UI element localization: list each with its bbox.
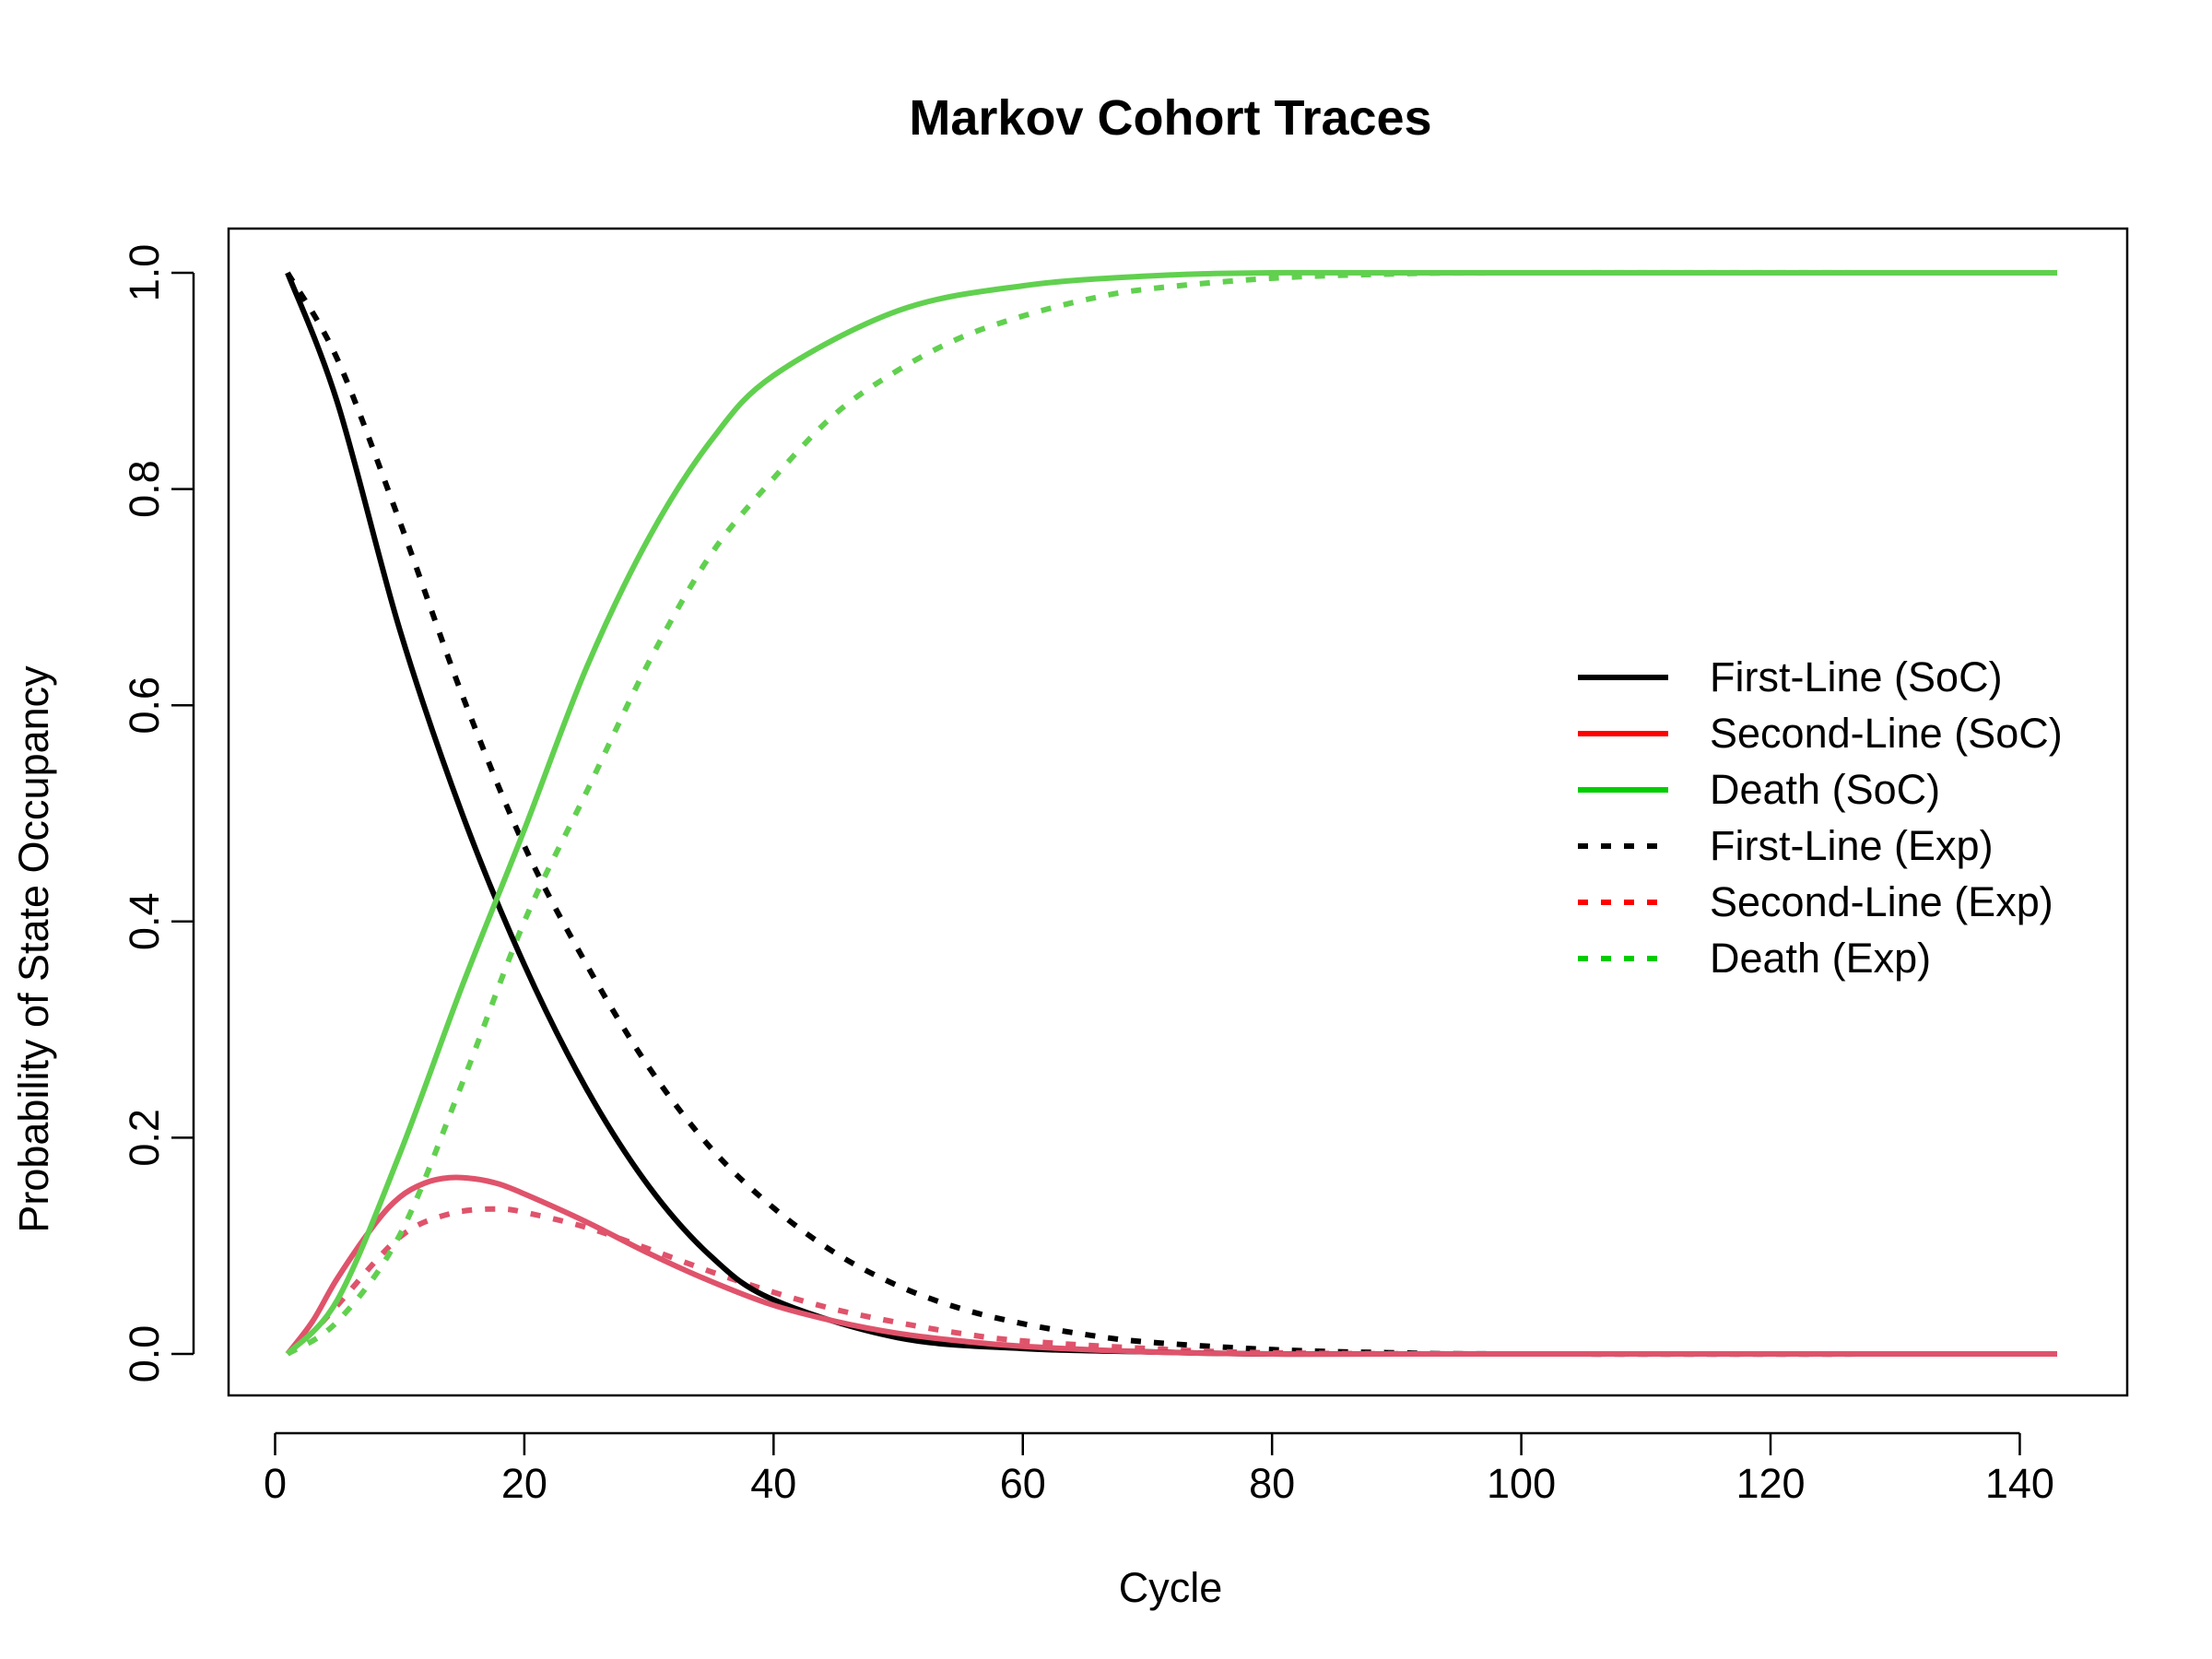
- x-tick-label: 60: [1000, 1460, 1046, 1507]
- y-tick-label: 0.4: [121, 893, 168, 951]
- y-tick-label: 0.8: [121, 460, 168, 518]
- y-tick-label: 0.2: [121, 1109, 168, 1167]
- x-tick-label: 100: [1487, 1460, 1556, 1507]
- legend-label-second-line-soc: Second-Line (SoC): [1710, 710, 2063, 757]
- x-axis-label: Cycle: [1119, 1564, 1223, 1611]
- x-tick-label: 20: [501, 1460, 547, 1507]
- plot-frame: [227, 227, 2129, 1397]
- legend-label-first-line-exp: First-Line (Exp): [1710, 822, 1994, 869]
- x-tick-label: 0: [264, 1460, 287, 1507]
- x-tick-label: 80: [1249, 1460, 1295, 1507]
- series-line-second-line-soc: [285, 1174, 2057, 1358]
- x-tick-label: 120: [1735, 1460, 1805, 1507]
- x-tick-label: 40: [750, 1460, 796, 1507]
- legend-label-death-exp: Death (Exp): [1710, 935, 1931, 982]
- series-lines: [285, 269, 2058, 1358]
- legend-label-first-line-soc: First-Line (SoC): [1710, 653, 2003, 700]
- x-tick-label: 140: [1985, 1460, 2054, 1507]
- y-tick-label: 0.6: [121, 677, 168, 735]
- legend-label-death-soc: Death (SoC): [1710, 766, 1940, 813]
- y-tick-label: 0.0: [121, 1325, 168, 1383]
- series-line-second-line-exp: [286, 1206, 2058, 1358]
- chart-title: Markov Cohort Traces: [909, 90, 1431, 146]
- series-line-death-exp: [286, 269, 2058, 1357]
- legend: First-Line (SoC) Second-Line (SoC) Death (…: [1578, 653, 2063, 982]
- plot-area: 0 20 40 60 80 100 120 140 0.0 0.2 0.4 0.6 0.8 1.0: [121, 227, 2129, 1507]
- series-line-first-line-exp: [285, 271, 2058, 1358]
- y-tick-label: 1.0: [121, 244, 168, 302]
- y-axis-label: Probability of State Occupancy: [10, 665, 57, 1233]
- series-line-first-line-soc: [285, 271, 2057, 1358]
- series-line-death-soc: [285, 269, 2057, 1357]
- legend-label-second-line-exp: Second-Line (Exp): [1710, 878, 2053, 925]
